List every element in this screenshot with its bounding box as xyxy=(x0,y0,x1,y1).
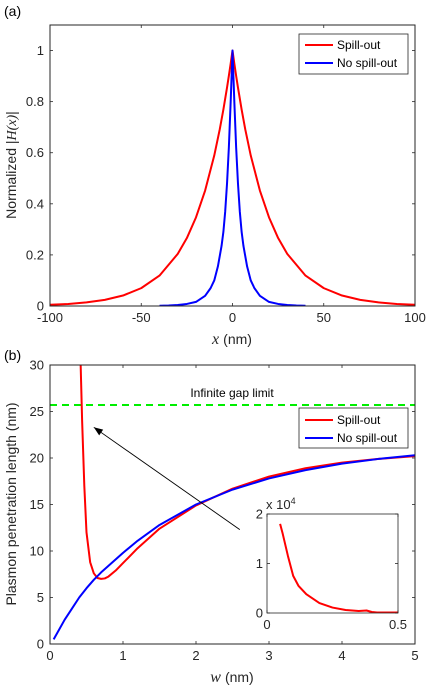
panel-a-xtick-label: 50 xyxy=(317,310,331,325)
panel-a-ytick-label: 0.6 xyxy=(26,145,44,160)
panel-a-series-spill-out xyxy=(50,49,415,306)
panel-b-xlabel-unit: (nm) xyxy=(225,669,254,685)
panel-b-xlabel: w (nm) xyxy=(210,669,253,686)
panel-a-ylabel-var: H(x) xyxy=(5,114,20,141)
panel-a-ticks: -100 -50 0 50 100 0 0.2 0.4 0.6 0.8 1 xyxy=(26,25,426,325)
infinite-gap-limit-label: Infinite gap limit xyxy=(190,386,274,400)
panel-b-label: (b) xyxy=(4,347,21,363)
panel-a-xtick-label: 100 xyxy=(404,310,426,325)
panel-b-xtick-label: 0 xyxy=(46,648,53,663)
inset-series-spill-out xyxy=(279,523,398,613)
panel-b-xlabel-var: w xyxy=(210,669,221,686)
panel-a-xlabel-unit: (nm) xyxy=(223,331,252,347)
panel-a-legend: Spill-out No spill-out xyxy=(298,33,409,75)
panel-b-ytick-label: 0 xyxy=(37,637,44,652)
panel-a-legend-spill-out: Spill-out xyxy=(337,38,381,52)
inset-background xyxy=(267,514,398,613)
panel-b-ytick-label: 15 xyxy=(30,497,44,512)
inset-y-multiplier-exp: 4 xyxy=(291,496,296,506)
inset-xtick-label: 0 xyxy=(263,617,270,632)
panel-a: (a) -100 -50 0 50 100 0 0.2 0.4 0.6 0.8 1 x (nm) No… xyxy=(3,3,426,348)
panel-a-ylabel-prefix: Normalized | xyxy=(3,140,19,218)
annotation-arrow-head xyxy=(93,427,104,436)
inset-ticks: 0 0.5 0 1 2 xyxy=(256,507,407,633)
panel-a-ytick-label: 0.4 xyxy=(26,196,44,211)
panel-a-xtick-label: 0 xyxy=(229,310,236,325)
panel-a-ylabel: Normalized |H(x)| xyxy=(3,111,20,219)
panel-b-legend-no-spill-out: No spill-out xyxy=(337,431,398,445)
panel-a-xtick-label: -50 xyxy=(132,310,151,325)
panel-a-plot-area xyxy=(50,49,415,306)
panel-a-ylabel-suffix: | xyxy=(3,111,19,115)
panel-b-legend: Spill-out No spill-out xyxy=(298,407,409,449)
panel-b-legend-box xyxy=(298,407,409,449)
panel-a-xtick-label: -100 xyxy=(37,310,63,325)
inset-ytick-label: 1 xyxy=(256,556,263,571)
panel-b-xtick-label: 1 xyxy=(119,648,126,663)
panel-b-ytick-label: 25 xyxy=(30,404,44,419)
inset-y-multiplier: x 104 xyxy=(266,496,296,512)
panel-b-ytick-label: 5 xyxy=(37,590,44,605)
panel-a-legend-box xyxy=(298,33,409,75)
panel-a-series-no-spill-out xyxy=(159,49,306,306)
panel-b-ylabel: Plasmon penetration length (nm) xyxy=(3,402,19,605)
panel-a-label: (a) xyxy=(4,3,21,19)
panel-b-xtick-label: 5 xyxy=(411,648,418,663)
panel-b-xtick-label: 2 xyxy=(192,648,199,663)
inset-xtick-label: 0.5 xyxy=(389,617,407,632)
panel-b-ytick-label: 30 xyxy=(30,358,44,373)
panel-b-series-no-spill-out xyxy=(52,454,415,640)
panel-b-legend-spill-out: Spill-out xyxy=(337,413,381,427)
inset-plot-area xyxy=(279,523,398,613)
panel-a-ytick-label: 0.2 xyxy=(26,247,44,262)
inset-y-multiplier-base: x 10 xyxy=(266,497,291,512)
inset: 0 0.5 0 1 2 x 104 xyxy=(256,496,407,632)
panel-a-ytick-label: 0 xyxy=(37,299,44,314)
inset-ytick-label: 0 xyxy=(256,606,263,621)
panel-b-xtick-label: 3 xyxy=(265,648,272,663)
panel-b-ytick-label: 10 xyxy=(30,544,44,559)
panel-b-xtick-label: 4 xyxy=(338,648,345,663)
panel-a-ytick-label: 0.8 xyxy=(26,94,44,109)
panel-a-xlabel-var: x xyxy=(211,331,219,348)
panel-a-xlabel: x (nm) xyxy=(211,331,252,348)
panel-a-ytick-label: 1 xyxy=(37,43,44,58)
panel-b-series-spill-out xyxy=(79,365,415,580)
inset-ytick-label: 2 xyxy=(256,507,263,522)
panel-b-ytick-label: 20 xyxy=(30,451,44,466)
annotation-arrow-line xyxy=(93,426,241,530)
panel-b-plot-area xyxy=(50,365,415,640)
panel-a-legend-no-spill-out: No spill-out xyxy=(337,56,398,70)
